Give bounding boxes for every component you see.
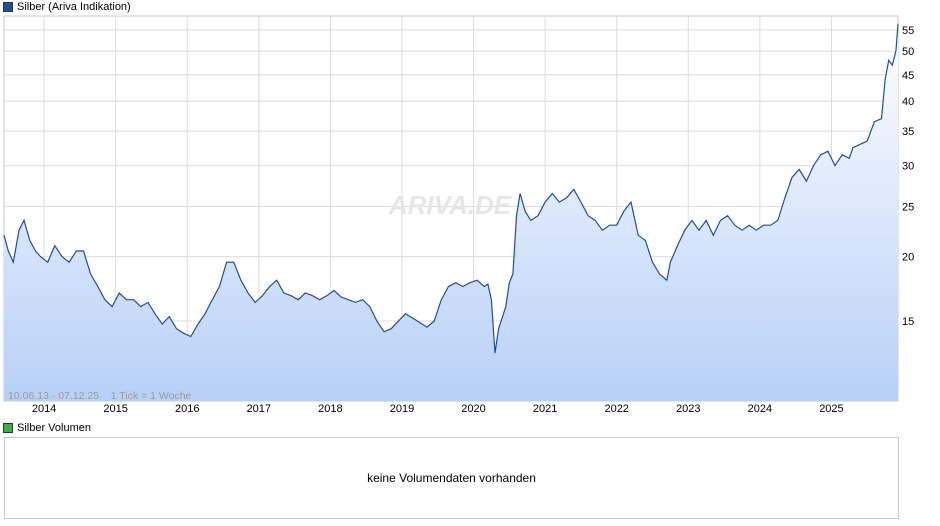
x-tick-label: 2018 bbox=[318, 403, 342, 415]
volume-empty-message: keine Volumendaten vorhanden bbox=[367, 471, 536, 485]
x-tick-label: 2017 bbox=[247, 403, 271, 415]
y-tick-label: 40 bbox=[902, 96, 914, 108]
x-tick-label: 2020 bbox=[461, 403, 485, 415]
x-axis-ticks: 2014 2015 2016 2017 2018 2019 2020 2021 2022 2023… bbox=[32, 403, 844, 415]
y-tick-label: 55 bbox=[902, 25, 914, 37]
y-tick-label: 20 bbox=[902, 252, 914, 264]
x-tick-label: 2015 bbox=[103, 403, 127, 415]
y-tick-label: 25 bbox=[902, 202, 914, 214]
price-legend-label: Silber (Ariva Indikation) bbox=[17, 1, 131, 13]
price-line bbox=[3, 23, 899, 354]
y-tick-label: 45 bbox=[902, 70, 914, 82]
x-tick-label: 2024 bbox=[748, 403, 772, 415]
x-tick-label: 2016 bbox=[175, 403, 199, 415]
x-tick-label: 2025 bbox=[819, 403, 843, 415]
volume-panel: keine Volumendaten vorhanden bbox=[4, 437, 899, 519]
y-axis-ticks: 15 20 25 30 35 40 45 50 55 bbox=[902, 25, 914, 328]
price-legend: Silber (Ariva Indikation) bbox=[3, 0, 131, 14]
x-tick-label: 2022 bbox=[604, 403, 628, 415]
x-tick-label: 2021 bbox=[533, 403, 557, 415]
y-tick-label: 35 bbox=[902, 126, 914, 138]
volume-legend: Silber Volumen bbox=[3, 421, 91, 435]
x-tick-label: 2019 bbox=[390, 403, 414, 415]
x-tick-label: 2023 bbox=[676, 403, 700, 415]
y-tick-label: 30 bbox=[902, 161, 914, 173]
price-area bbox=[4, 23, 898, 402]
range-info: 10.06.13 - 07.12.25 1 Tick = 1 Woche bbox=[8, 390, 192, 402]
volume-legend-label: Silber Volumen bbox=[17, 422, 91, 434]
watermark: ARIVA.DE bbox=[388, 190, 512, 220]
y-tick-label: 50 bbox=[902, 46, 914, 58]
price-legend-swatch bbox=[3, 2, 13, 12]
y-tick-label: 15 bbox=[902, 316, 914, 328]
x-tick-label: 2014 bbox=[32, 403, 56, 415]
volume-legend-swatch bbox=[3, 423, 13, 433]
